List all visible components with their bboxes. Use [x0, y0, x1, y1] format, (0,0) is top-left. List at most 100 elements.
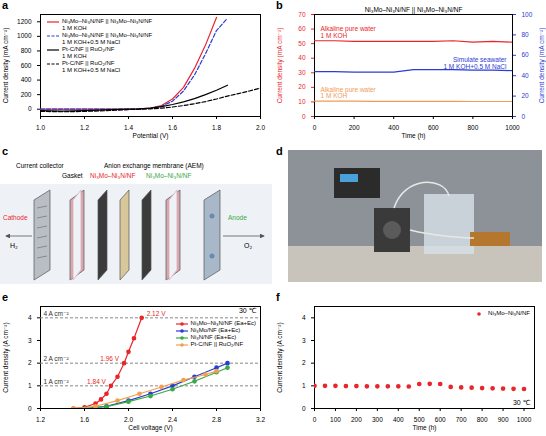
- html-text:c: c: [2, 145, 9, 157]
- svg-text:Simulate seawater1 M KOH+0.5 M: Simulate seawater1 M KOH+0.5 M NaCl: [443, 56, 507, 70]
- svg-text:4: 4: [28, 314, 32, 321]
- svg-text:20: 20: [298, 83, 306, 90]
- svg-text:Ni₃Mo–Ni₃N/NF || Ni₃Mo–Ni₃N/NF: Ni₃Mo–Ni₃N/NF || Ni₃Mo–Ni₃N/NF: [365, 6, 463, 14]
- svg-text:Ni₃Mo–Ni₃N/NF: Ni₃Mo–Ni₃N/NF: [90, 172, 135, 179]
- svg-text:0: 0: [28, 405, 32, 412]
- svg-text:1: 1: [302, 382, 306, 389]
- svg-text:2 A cm⁻²: 2 A cm⁻²: [44, 355, 70, 362]
- svg-text:2: 2: [302, 359, 306, 366]
- svg-text:1000: 1000: [505, 124, 520, 131]
- svg-text:0: 0: [302, 113, 306, 120]
- svg-text:400: 400: [21, 76, 32, 83]
- svg-text:4: 4: [302, 314, 306, 321]
- svg-text:50: 50: [298, 40, 306, 47]
- svg-text:500: 500: [414, 416, 425, 423]
- svg-text:300: 300: [372, 416, 383, 423]
- svg-text:800: 800: [477, 416, 488, 423]
- html-text:Ni₃Mo/NF (Ea+Ec): Ni₃Mo/NF (Ea+Ec): [190, 327, 241, 334]
- svg-text:H₂: H₂: [10, 242, 18, 249]
- html-text:Ni₃N/NF (Ea+Ec): Ni₃N/NF (Ea+Ec): [190, 334, 237, 341]
- svg-text:3: 3: [302, 337, 306, 344]
- svg-text:Alkaline pure water1 M KOH: Alkaline pure water1 M KOH: [321, 25, 377, 39]
- html-text:Pt-C/NF || RuO₂/NF: Pt-C/NF || RuO₂/NF: [190, 341, 243, 348]
- svg-text:1.8: 1.8: [212, 124, 221, 131]
- svg-text:1.6: 1.6: [80, 416, 89, 423]
- svg-text:1: 1: [28, 382, 32, 389]
- svg-text:70: 70: [298, 11, 306, 18]
- svg-text:Time (h): Time (h): [413, 424, 437, 432]
- svg-text:Current density (mA cm⁻²): Current density (mA cm⁻²): [2, 28, 10, 104]
- svg-text:200: 200: [349, 124, 360, 131]
- svg-text:4 A cm⁻²: 4 A cm⁻²: [44, 310, 70, 317]
- svg-text:1.2: 1.2: [36, 416, 45, 423]
- svg-text:Anode: Anode: [228, 214, 247, 221]
- svg-text:0: 0: [28, 105, 32, 112]
- svg-text:1000: 1000: [517, 416, 532, 423]
- svg-text:2.4: 2.4: [168, 416, 177, 423]
- svg-text:30 ℃: 30 ℃: [239, 307, 257, 314]
- svg-text:100: 100: [330, 416, 341, 423]
- svg-text:20: 20: [522, 92, 530, 99]
- svg-text:Cell voltage (V): Cell voltage (V): [128, 424, 172, 432]
- svg-text:1.6: 1.6: [168, 124, 177, 131]
- svg-text:200: 200: [351, 416, 362, 423]
- svg-text:0: 0: [302, 405, 306, 412]
- html-text:e: e: [2, 291, 9, 303]
- svg-text:Ni₃Mo–Ni₃N/NF: Ni₃Mo–Ni₃N/NF: [146, 172, 191, 179]
- svg-text:1200: 1200: [17, 18, 32, 25]
- svg-text:600: 600: [21, 62, 32, 69]
- svg-text:Anion exchange membrane (AEM): Anion exchange membrane (AEM): [104, 162, 204, 170]
- svg-text:2.12 V: 2.12 V: [147, 310, 166, 317]
- svg-text:2: 2: [28, 359, 32, 366]
- svg-text:400: 400: [393, 416, 404, 423]
- svg-text:40: 40: [298, 54, 306, 61]
- svg-text:Gasket: Gasket: [62, 172, 83, 179]
- svg-text:1.4: 1.4: [124, 124, 133, 131]
- html-text:b: b: [276, 0, 283, 11]
- svg-text:0: 0: [522, 113, 526, 120]
- svg-text:Time (h): Time (h): [402, 132, 426, 140]
- svg-text:Alkaline pure water1 M KOH: Alkaline pure water1 M KOH: [321, 86, 377, 100]
- svg-text:1000: 1000: [17, 32, 32, 39]
- svg-text:Cathode: Cathode: [3, 214, 28, 221]
- svg-text:0: 0: [313, 124, 317, 131]
- svg-text:Potential (V): Potential (V): [133, 132, 169, 140]
- svg-text:80: 80: [522, 31, 530, 38]
- svg-text:700: 700: [456, 416, 467, 423]
- svg-text:Current density (mA cm⁻²): Current density (mA cm⁻²): [538, 28, 546, 104]
- html-text:a: a: [2, 0, 9, 11]
- svg-text:0: 0: [313, 416, 317, 423]
- svg-text:600: 600: [428, 124, 439, 131]
- svg-text:1.2: 1.2: [80, 124, 89, 131]
- svg-text:1.96 V: 1.96 V: [100, 355, 119, 362]
- svg-text:60: 60: [522, 51, 530, 58]
- svg-text:30 ℃: 30 ℃: [513, 399, 531, 406]
- svg-text:2.0: 2.0: [124, 416, 133, 423]
- svg-text:1.84 V: 1.84 V: [87, 378, 106, 385]
- svg-text:40: 40: [522, 72, 530, 79]
- svg-text:1.0: 1.0: [36, 124, 45, 131]
- html-text:Ni₃Mo–Ni₃N/NF || Ni₃Mo–Ni₃N/NF: Ni₃Mo–Ni₃N/NF || Ni₃Mo–Ni₃N/NF: [62, 18, 153, 24]
- svg-text:Current density (mA cm⁻²): Current density (mA cm⁻²): [276, 28, 284, 104]
- html-text:d: d: [276, 145, 283, 157]
- svg-text:3.2: 3.2: [256, 416, 265, 423]
- svg-text:Current density (A cm⁻²): Current density (A cm⁻²): [276, 322, 284, 392]
- svg-text:100: 100: [522, 11, 533, 18]
- svg-text:800: 800: [467, 124, 478, 131]
- svg-text:10: 10: [298, 98, 306, 105]
- svg-text:800: 800: [21, 47, 32, 54]
- svg-text:1 A cm⁻²: 1 A cm⁻²: [44, 378, 70, 385]
- svg-text:600: 600: [435, 416, 446, 423]
- svg-text:30: 30: [298, 69, 306, 76]
- svg-text:60: 60: [298, 25, 306, 32]
- svg-text:3: 3: [28, 337, 32, 344]
- svg-text:400: 400: [388, 124, 399, 131]
- svg-text:O₂: O₂: [244, 242, 252, 249]
- svg-text:2.0: 2.0: [256, 124, 265, 131]
- svg-text:Current density (A cm⁻²): Current density (A cm⁻²): [2, 322, 10, 392]
- svg-text:900: 900: [498, 416, 509, 423]
- html-text:Ni₃Mo–Ni₃N/NF (Ea+Ec): Ni₃Mo–Ni₃N/NF (Ea+Ec): [190, 320, 256, 327]
- svg-text:2.8: 2.8: [212, 416, 221, 423]
- svg-text:Current collector: Current collector: [16, 162, 65, 169]
- svg-text:200: 200: [21, 91, 32, 98]
